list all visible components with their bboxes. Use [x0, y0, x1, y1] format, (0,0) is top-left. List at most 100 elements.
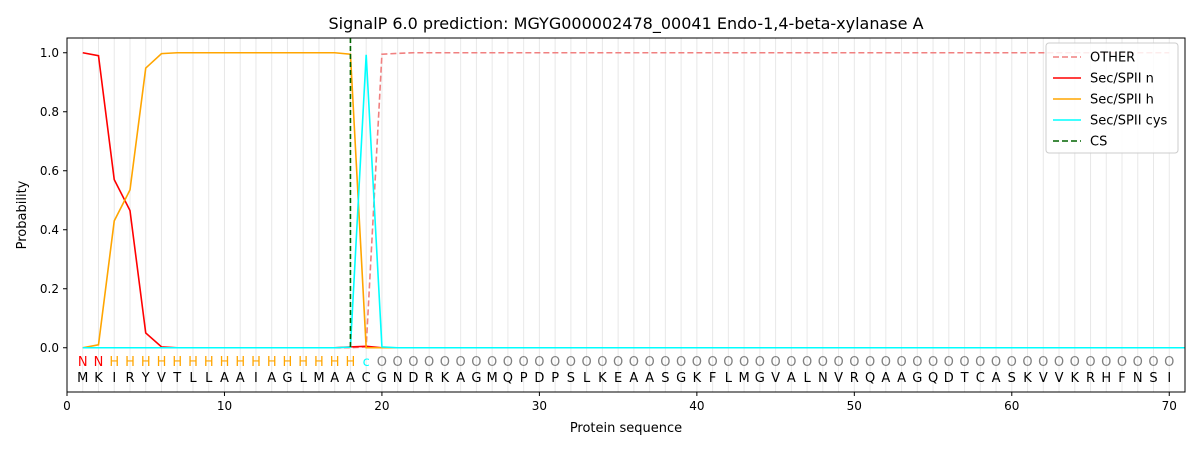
sequence-residue: D [944, 371, 954, 386]
sequence-residue: G [755, 371, 765, 386]
region-label: O [613, 355, 623, 370]
series-line-sec-spii-h [82, 51, 1170, 349]
sequence-residue: A [456, 371, 465, 386]
x-tick-label: 70 [1162, 399, 1177, 413]
sequence-residue: S [1008, 371, 1016, 386]
x-tick-label: 30 [532, 399, 547, 413]
sequence-residue: R [425, 371, 434, 386]
y-tick-label: 0.8 [40, 105, 59, 119]
legend-label-sec-spii-n: Sec/SPII n [1090, 72, 1154, 87]
region-label: O [424, 355, 434, 370]
region-label: H [267, 355, 277, 370]
region-label: H [314, 355, 324, 370]
sequence-residue: N [1133, 371, 1143, 386]
sequence-residue: Q [865, 371, 875, 386]
sequence-residue: F [1118, 371, 1125, 386]
region-label: H [298, 355, 308, 370]
sequence-residue: N [393, 371, 403, 386]
series-line-other [82, 51, 1170, 349]
sequence-residue: A [645, 371, 654, 386]
region-label: H [330, 355, 340, 370]
region-label: O [802, 355, 812, 370]
region-label: H [220, 355, 230, 370]
sequence-residue: K [598, 371, 607, 386]
legend-label-sec-spii-cys: Sec/SPII cys [1090, 114, 1168, 129]
sequence-residue: S [661, 371, 669, 386]
region-label: O [1101, 355, 1111, 370]
y-axis-label: Probability [15, 180, 30, 249]
region-label: O [408, 355, 418, 370]
region-label: H [283, 355, 293, 370]
x-tick-label: 50 [847, 399, 862, 413]
sequence-residue: S [1149, 371, 1157, 386]
sequence-residue: I [112, 371, 116, 386]
sequence-residue: F [709, 371, 716, 386]
sequence-residue: M [487, 371, 498, 386]
region-label: O [503, 355, 513, 370]
region-label: H [172, 355, 182, 370]
y-tick-label: 0.4 [40, 223, 59, 237]
sequence-residue: D [534, 371, 544, 386]
sequence-residue: A [346, 371, 355, 386]
plot-frame [66, 37, 1186, 393]
sequence-residue: G [471, 371, 481, 386]
region-label: O [1054, 355, 1064, 370]
sequence-residue: G [912, 371, 922, 386]
x-tick-label: 10 [217, 399, 232, 413]
sequence-residue: C [976, 371, 985, 386]
sequence-residue: Q [503, 371, 513, 386]
region-label: O [770, 355, 780, 370]
sequence-residue: K [94, 371, 103, 386]
sequence-residue: R [850, 371, 859, 386]
region-label: O [1085, 355, 1095, 370]
sequence-residue: A [787, 371, 796, 386]
y-tick-label: 1.0 [40, 46, 59, 60]
region-label: H [251, 355, 261, 370]
sequence-residue: A [330, 371, 339, 386]
x-axis-label: Protein sequence [570, 421, 682, 436]
region-label: O [849, 355, 859, 370]
sequence-residue: N [818, 371, 828, 386]
region-label: O [519, 355, 529, 370]
sequence-residue: C [362, 371, 371, 386]
y-tick-label: 0.2 [40, 282, 59, 296]
sequence-residue: M [77, 371, 88, 386]
region-label: O [755, 355, 765, 370]
sequence-residue: L [583, 371, 591, 386]
grid-lines [82, 38, 1170, 392]
sequence-residue: V [1055, 371, 1064, 386]
sequence-residue: D [408, 371, 418, 386]
sequence-residue: V [1039, 371, 1048, 386]
region-label: O [456, 355, 466, 370]
region-label: O [692, 355, 702, 370]
region-label: O [818, 355, 828, 370]
series-line-sec-spii-cys [82, 54, 1185, 349]
sequence-residue: R [1086, 371, 1095, 386]
sequence-residue: L [725, 371, 733, 386]
x-ticks: 0 10 20 30 40 50 60 70 [63, 392, 1177, 413]
sequence-residue: Q [928, 371, 938, 386]
sequence-residue: G [282, 371, 292, 386]
sequence-residue: L [189, 371, 197, 386]
region-label: N [94, 355, 104, 370]
sequence-residue: P [551, 371, 559, 386]
legend-label-sec-spii-h: Sec/SPII h [1090, 93, 1154, 108]
sequence-residue: H [1101, 371, 1111, 386]
sequence-residue: L [300, 371, 308, 386]
series-line-sec-spii-n [82, 51, 1170, 349]
sequence-residue: L [803, 371, 811, 386]
region-label: O [471, 355, 481, 370]
region-label: O [487, 355, 497, 370]
region-label: H [346, 355, 356, 370]
sequence-residue: G [377, 371, 387, 386]
region-label: N [78, 355, 88, 370]
sequence-residue: K [693, 371, 702, 386]
x-tick-label: 40 [689, 399, 704, 413]
sequence-residue: V [771, 371, 780, 386]
region-label: O [550, 355, 560, 370]
sequence-residue: G [676, 371, 686, 386]
region-label: O [786, 355, 796, 370]
region-label: O [912, 355, 922, 370]
sequence-residue: A [992, 371, 1001, 386]
